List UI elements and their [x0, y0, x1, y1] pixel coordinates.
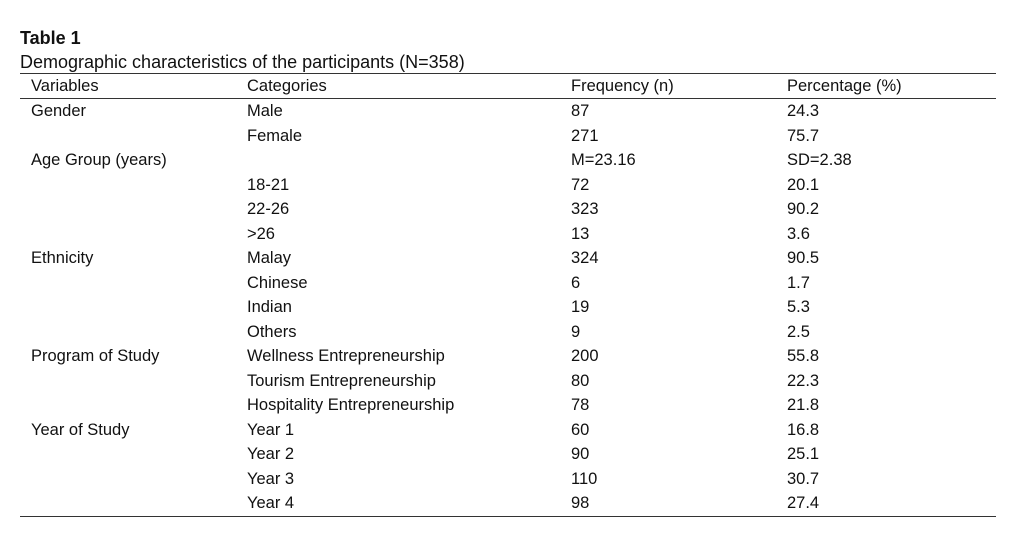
table-label: Table 1: [20, 28, 81, 48]
cell-frequency: 98: [571, 494, 590, 512]
table-row: Tourism Entrepreneurship 80 22.3: [20, 369, 996, 394]
cell-variable: [20, 124, 236, 149]
cell-category: Wellness Entrepreneurship: [247, 347, 445, 365]
table-figure: Table 1 Demographic characteristics of t…: [20, 27, 996, 517]
header-categories: Categories: [247, 77, 327, 95]
demographics-table: Variables Categories Frequency (n) Perce…: [20, 73, 996, 517]
cell-category: Year 1: [247, 420, 295, 439]
cell-category: Malay: [247, 249, 292, 267]
cell-percentage: 27.4: [787, 494, 820, 512]
table-row: Others 9 2.5: [20, 320, 996, 345]
cell-category: Female: [247, 126, 303, 145]
cell-percentage: 90.2: [787, 200, 820, 218]
table-body: Gender Male 87 24.3 Female 271 75.7 Age Group (…: [20, 99, 996, 516]
cell-frequency: 19: [571, 298, 590, 316]
header-row: Variables Categories Frequency (n) Perce…: [20, 73, 996, 99]
cell-frequency: 72: [571, 175, 590, 194]
cell-variable: [20, 442, 236, 467]
cell-frequency: 271: [571, 126, 599, 145]
cell-variable: [20, 197, 236, 222]
cell-frequency: 80: [571, 371, 590, 390]
cell-percentage: 24.3: [787, 102, 820, 120]
table-row: 22-26 323 90.2: [20, 197, 996, 222]
cell-percentage: 25.1: [787, 445, 820, 463]
cell-category: Others: [247, 322, 297, 341]
cell-variable: [20, 271, 236, 296]
cell-frequency: 323: [571, 200, 599, 218]
table-row: Ethnicity Malay 324 90.5: [20, 246, 996, 271]
cell-variable: [20, 295, 236, 320]
cell-variable: [20, 491, 236, 516]
cell-frequency: M=23.16: [571, 151, 636, 169]
cell-category: Tourism Entrepreneurship: [247, 371, 436, 390]
cell-frequency: 200: [571, 347, 599, 365]
cell-percentage: 22.3: [787, 371, 820, 390]
cell-percentage: 21.8: [787, 396, 820, 414]
cell-variable: Age Group (years): [31, 151, 167, 169]
cell-category: Year 2: [247, 445, 295, 463]
cell-variable: [20, 369, 236, 394]
cell-category: Hospitality Entrepreneurship: [247, 396, 455, 414]
cell-variable: [20, 320, 236, 345]
cell-frequency: 13: [571, 224, 590, 243]
cell-category: 22-26: [247, 200, 290, 218]
cell-percentage: 75.7: [787, 126, 820, 145]
cell-variable: Program of Study: [31, 347, 160, 365]
cell-frequency: 9: [571, 322, 581, 341]
cell-variable: [20, 222, 236, 247]
cell-frequency: 87: [571, 102, 590, 120]
cell-percentage: 3.6: [787, 224, 810, 243]
cell-frequency: 78: [571, 396, 590, 414]
cell-percentage: 2.5: [787, 322, 810, 341]
table-row: Hospitality Entrepreneurship 78 21.8: [20, 393, 996, 418]
cell-percentage: 30.7: [787, 469, 820, 488]
cell-percentage: 55.8: [787, 347, 820, 365]
cell-frequency: 324: [571, 249, 599, 267]
cell-variable: [20, 393, 236, 418]
table-caption: Demographic characteristics of the parti…: [20, 52, 465, 72]
cell-category: Year 4: [247, 494, 295, 512]
table-row: Indian 19 5.3: [20, 295, 996, 320]
cell-variable: [20, 173, 236, 198]
table-row: Year 4 98 27.4: [20, 491, 996, 516]
cell-category: Male: [247, 102, 283, 120]
header-percentage: Percentage (%): [787, 77, 902, 95]
header-frequency: Frequency (n): [571, 77, 674, 95]
cell-variable: Gender: [31, 102, 87, 120]
table-row: Year 3 110 30.7: [20, 467, 996, 492]
table-row: Gender Male 87 24.3: [20, 99, 996, 124]
table-row: >26 13 3.6: [20, 222, 996, 247]
table-row: Program of Study Wellness Entrepreneurshi…: [20, 344, 996, 369]
cell-category: Chinese: [247, 273, 308, 292]
cell-variable: [20, 467, 236, 492]
cell-percentage: 16.8: [787, 420, 820, 439]
cell-category: [236, 148, 560, 173]
cell-frequency: 6: [571, 273, 581, 292]
table-row: Chinese 6 1.7: [20, 271, 996, 296]
cell-category: >26: [247, 224, 275, 243]
cell-frequency: 90: [571, 445, 590, 463]
table-row: Female 271 75.7: [20, 124, 996, 149]
cell-frequency: 60: [571, 420, 590, 439]
cell-percentage: 1.7: [787, 273, 810, 292]
cell-frequency: 110: [571, 469, 598, 488]
cell-percentage: 5.3: [787, 298, 810, 316]
cell-category: Year 3: [247, 469, 295, 488]
cell-percentage: 20.1: [787, 175, 820, 194]
cell-category: Indian: [247, 298, 292, 316]
table-row: Year 2 90 25.1: [20, 442, 996, 467]
cell-percentage: 90.5: [787, 249, 820, 267]
table-row: Year of Study Year 1 60 16.8: [20, 418, 996, 443]
cell-variable: Ethnicity: [31, 249, 94, 267]
table-row: 18-21 72 20.1: [20, 173, 996, 198]
cell-category: 18-21: [247, 175, 290, 194]
header-variables: Variables: [31, 77, 99, 95]
cell-percentage: SD=2.38: [787, 151, 852, 169]
table-row: Age Group (years) M=23.16 SD=2.38: [20, 148, 996, 173]
cell-variable: Year of Study: [31, 420, 130, 439]
